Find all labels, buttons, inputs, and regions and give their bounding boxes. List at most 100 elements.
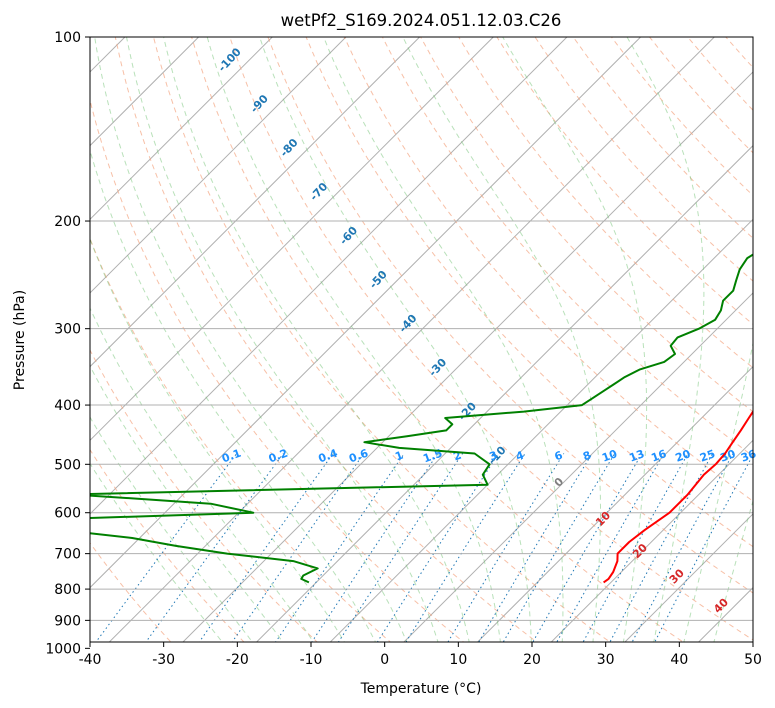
mixing-ratio-line bbox=[582, 453, 689, 642]
isobar-grid bbox=[90, 37, 753, 621]
dry-adiabat-line bbox=[90, 348, 318, 642]
mixing-ratio-label: 0.4 bbox=[317, 446, 340, 465]
mixing-ratio-label: 16 bbox=[649, 447, 668, 465]
dry-adiabat-line bbox=[191, 37, 684, 642]
moist-adiabat-line bbox=[126, 37, 439, 642]
dry-adiabat-line bbox=[153, 37, 611, 642]
dry-adiabat-line bbox=[458, 37, 753, 369]
line-labels: -100-90-80-70-60-50-40-30-20-100.1 0.2 0.4… bbox=[216, 45, 759, 616]
moist-adiabat-line bbox=[402, 37, 601, 642]
dry-adiabat-line bbox=[649, 37, 753, 154]
x-tick-label: 10 bbox=[449, 652, 467, 668]
x-tick-label: 50 bbox=[744, 652, 762, 668]
dry-adiabat-line bbox=[687, 37, 753, 111]
moist-adiabat-label: 20 bbox=[630, 541, 650, 561]
mixing-ratio-label: 2 bbox=[452, 449, 464, 464]
moist-adiabat-line bbox=[90, 148, 377, 642]
y-tick-label: 500 bbox=[54, 457, 81, 473]
isotherm-line bbox=[90, 37, 494, 441]
moist-adiabat-line bbox=[90, 237, 345, 642]
plot-frame bbox=[89, 36, 754, 643]
isotherm-line bbox=[624, 513, 753, 642]
mixing-ratio-label: 0.6 bbox=[347, 446, 370, 465]
moist-adiabat-line bbox=[90, 462, 223, 642]
moist-adiabat-line bbox=[94, 37, 408, 642]
moist-adiabat-line bbox=[323, 37, 564, 642]
moist-adiabat-line bbox=[90, 306, 315, 642]
dry-adiabat-line bbox=[572, 37, 753, 239]
isotherm-line bbox=[476, 365, 753, 642]
dry-adiabat-label: -30 bbox=[426, 356, 449, 380]
profile-series bbox=[90, 253, 753, 584]
y-tick-label: 900 bbox=[54, 613, 81, 629]
moist-adiabat-line bbox=[713, 499, 753, 642]
x-tick-label: 20 bbox=[523, 652, 541, 668]
temperature-profile-line bbox=[603, 409, 753, 584]
mixing-ratio-line bbox=[231, 453, 365, 642]
x-tick-label: -20 bbox=[226, 652, 249, 668]
chart-title: wetPf2_S169.2024.051.12.03.C26 bbox=[281, 11, 562, 31]
isotherm-line bbox=[329, 218, 753, 642]
moist-adiabat-line bbox=[259, 37, 532, 642]
isotherm-line bbox=[90, 37, 420, 368]
moist-adiabat-line bbox=[90, 416, 254, 642]
isotherm-line bbox=[403, 292, 753, 642]
moist-adiabat-line bbox=[206, 37, 501, 642]
dry-adiabat-label: -60 bbox=[337, 224, 360, 248]
y-tick-label: 800 bbox=[54, 582, 81, 598]
y-tick-label: 700 bbox=[54, 547, 81, 563]
dry-adiabat-line bbox=[229, 37, 753, 641]
dry-adiabat-line bbox=[267, 37, 753, 594]
isotherm-line bbox=[108, 37, 715, 642]
mixing-ratio-label: 10 bbox=[600, 447, 619, 465]
mixing-ratio-label: 13 bbox=[627, 447, 646, 464]
dry-adiabat-line bbox=[305, 37, 753, 548]
mixing-ratio-line bbox=[337, 453, 464, 642]
mixing-ratio-line bbox=[609, 453, 714, 642]
mixing-ratio-line bbox=[275, 453, 405, 642]
mixing-ratio-label: 0.1 bbox=[220, 447, 243, 466]
isotherm-line bbox=[90, 37, 568, 515]
x-tick-label: -10 bbox=[300, 652, 323, 668]
dry-adiabat-line bbox=[90, 237, 392, 642]
mixing-ratio-label: 36 bbox=[739, 447, 758, 465]
mixing-ratio-line bbox=[95, 453, 238, 642]
y-tick-label: 300 bbox=[54, 322, 81, 338]
dry-adiabat-label: -70 bbox=[307, 180, 330, 204]
mixing-ratio-label: 30 bbox=[719, 447, 738, 465]
x-tick-label: 0 bbox=[380, 652, 389, 668]
dry-adiabat-label: -40 bbox=[396, 312, 419, 336]
mixing-ratio-line bbox=[311, 453, 439, 642]
dry-adiabat-line bbox=[725, 37, 753, 69]
x-tick-label: -30 bbox=[152, 652, 175, 668]
dry-adiabat-line bbox=[90, 542, 172, 642]
isotherm-line bbox=[90, 37, 347, 294]
dry-adiabat-line bbox=[90, 97, 465, 642]
mixing-ratio-label: 0.2 bbox=[267, 447, 290, 466]
mixing-ratio-label: 8 bbox=[581, 449, 593, 464]
moist-adiabat-line bbox=[683, 341, 753, 642]
mixing-ratio-label: 1 bbox=[393, 449, 405, 464]
isotherm-line bbox=[90, 37, 641, 589]
dry-adiabat-line bbox=[114, 37, 538, 642]
mixing-ratio-line bbox=[532, 453, 643, 642]
mixing-ratio-label: 20 bbox=[674, 447, 693, 465]
dry-adiabat-line bbox=[611, 37, 753, 197]
mixing-ratio-line bbox=[145, 453, 284, 642]
background-lines bbox=[90, 37, 775, 661]
isotherm-line bbox=[550, 439, 753, 642]
y-tick-label: 400 bbox=[54, 398, 81, 414]
x-tick-label: -40 bbox=[79, 652, 102, 668]
moist-adiabat-line bbox=[163, 37, 470, 642]
moist-adiabat-label: 10 bbox=[593, 509, 613, 529]
x-tick-label: 40 bbox=[670, 652, 688, 668]
dewpoint-profile-line bbox=[90, 253, 753, 584]
y-tick-label: 600 bbox=[54, 506, 81, 522]
x-axis: -40 -30 -20 -10 0 10 20 30 40 50 bbox=[79, 642, 762, 668]
y-axis-label: Pressure (hPa) bbox=[12, 290, 28, 390]
y-axis: 100 200 300 400 500 600 700 800 900 1000 bbox=[45, 30, 90, 657]
dry-adiabat-line bbox=[764, 37, 775, 661]
mixing-ratio-line bbox=[631, 453, 734, 642]
dry-adiabat-label: -90 bbox=[248, 92, 271, 116]
